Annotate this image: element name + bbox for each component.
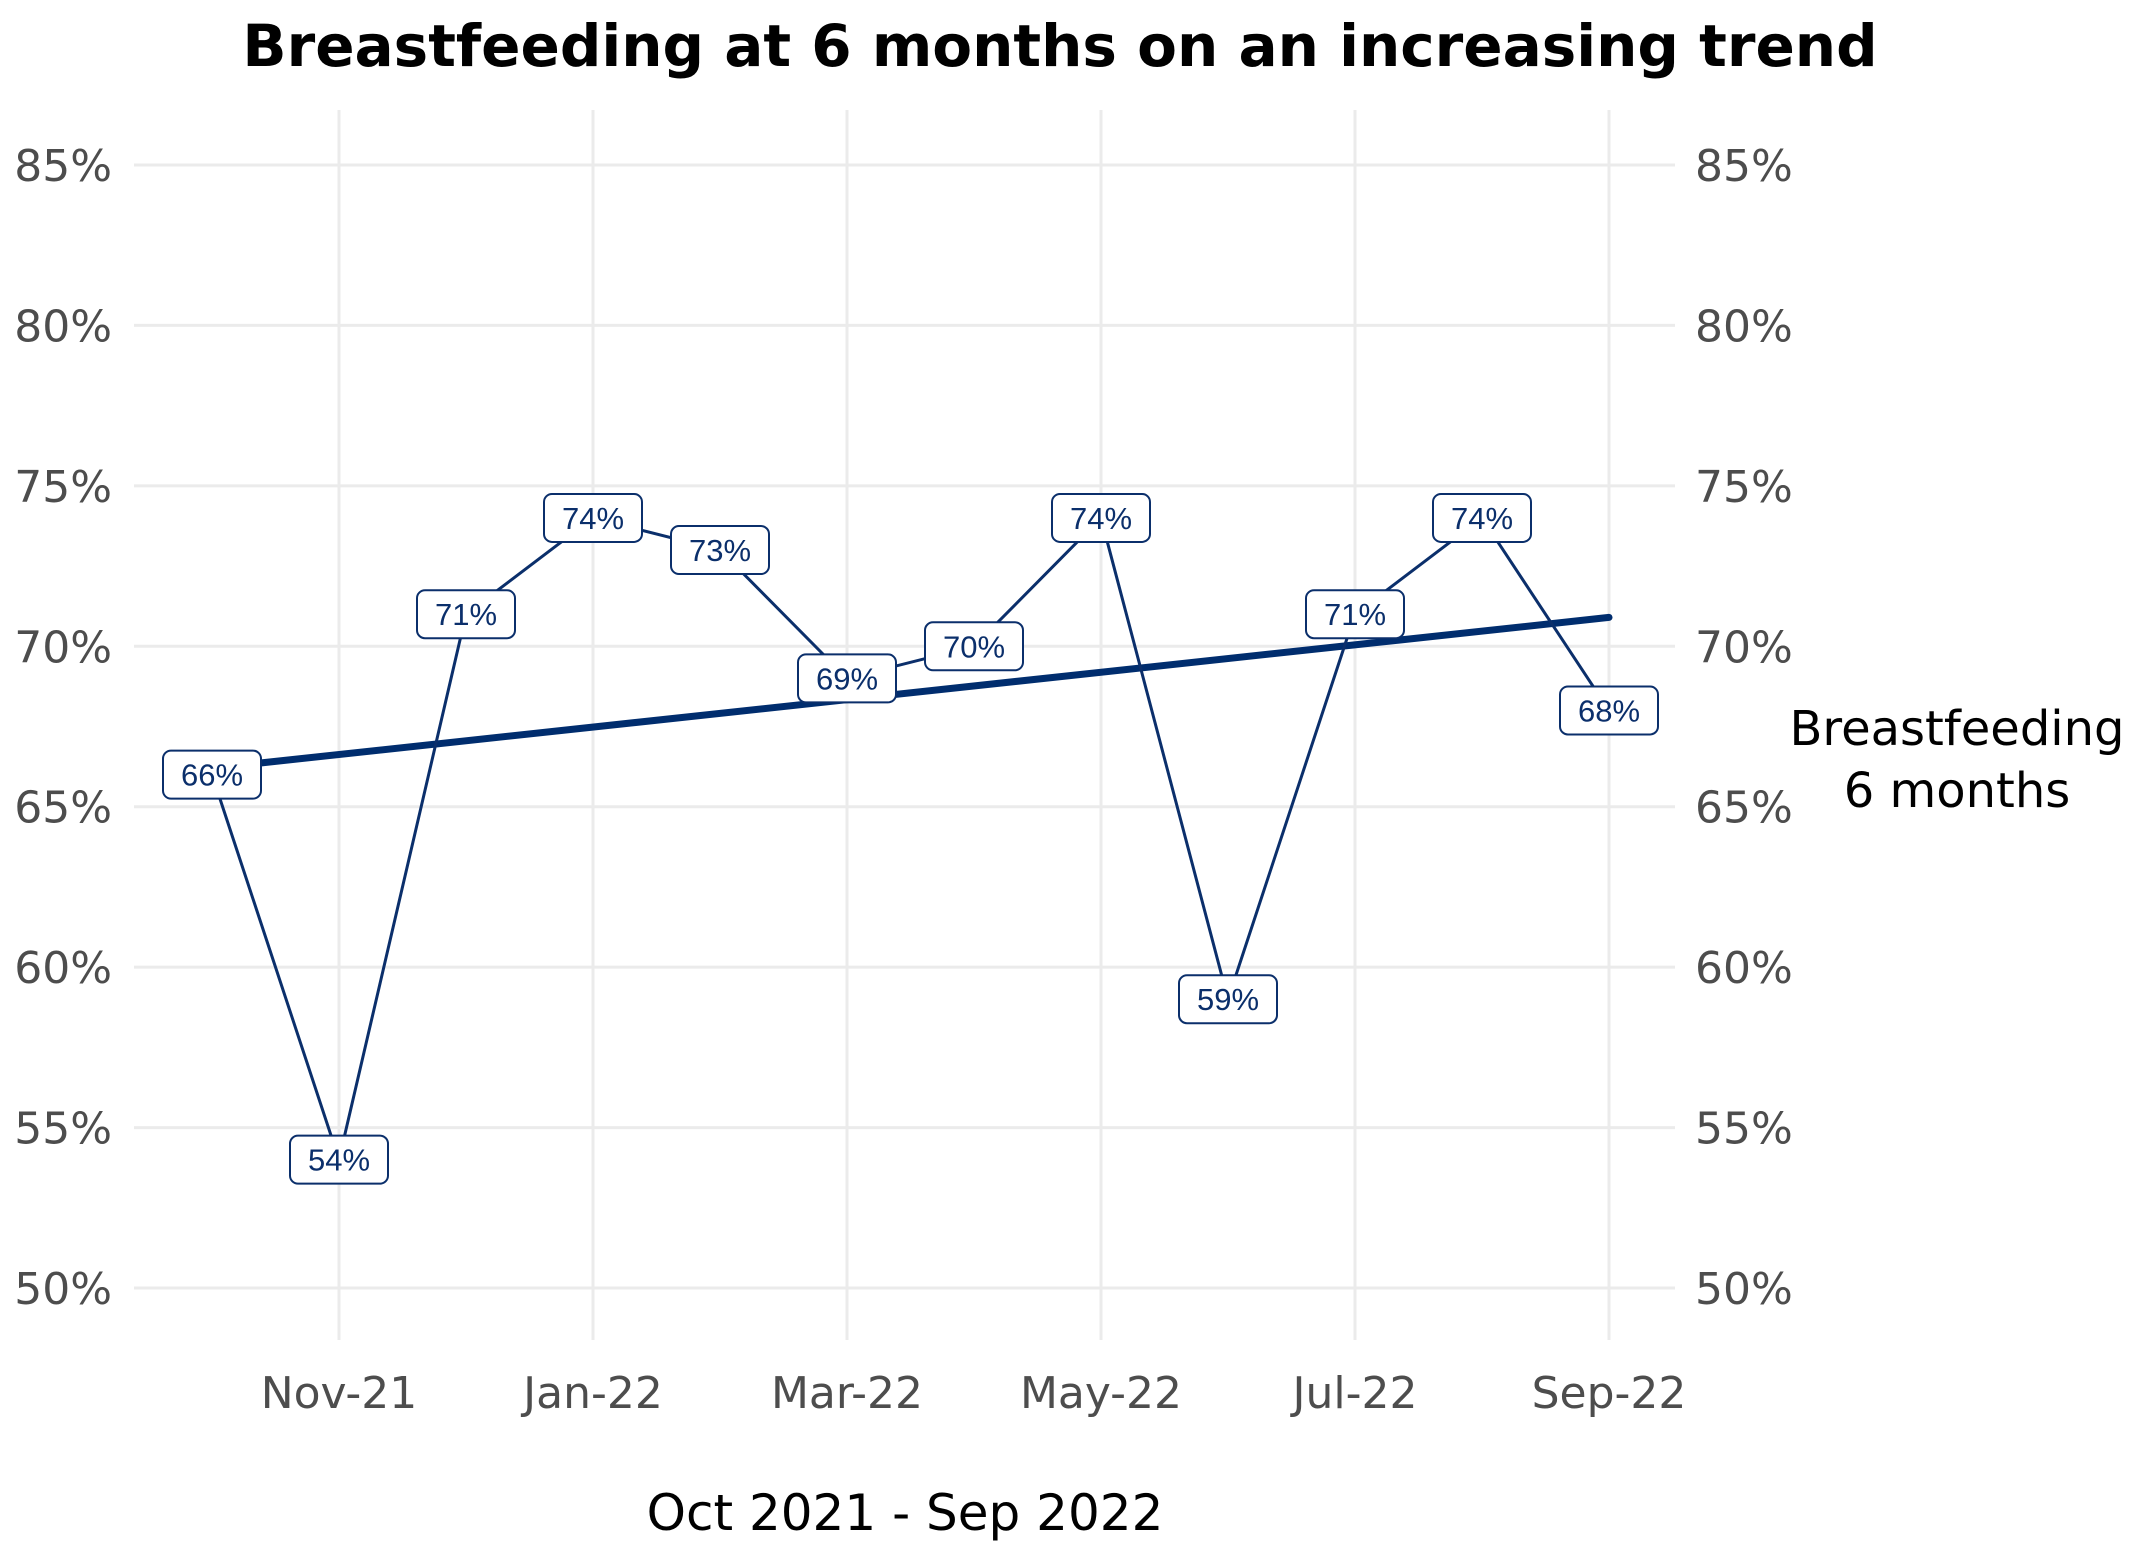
y-tick-label-right: 85% <box>1695 141 1793 192</box>
data-label-box <box>670 525 770 576</box>
data-label-text: 70% <box>943 629 1005 664</box>
series-name-line-1: Breastfeeding <box>1789 701 2124 757</box>
y-tick-label-right: 75% <box>1695 462 1793 513</box>
data-label: 71% <box>416 589 516 640</box>
data-label-text: 71% <box>1324 597 1386 632</box>
data-label: 59% <box>1178 974 1278 1025</box>
y-tick-label-left: 65% <box>14 783 112 834</box>
y-tick-label-right: 55% <box>1695 1104 1793 1155</box>
data-label-text: 74% <box>1070 501 1132 536</box>
data-label-box <box>924 621 1024 672</box>
y-tick-label-right: 65% <box>1695 783 1793 834</box>
x-tick-label: Sep-22 <box>1532 1368 1687 1419</box>
data-label: 54% <box>289 1134 389 1185</box>
y-tick-label-left: 70% <box>14 622 112 673</box>
data-label-box <box>797 653 897 704</box>
data-label: 70% <box>924 621 1024 672</box>
data-label-box <box>1051 492 1151 543</box>
y-tick-label-right: 60% <box>1695 943 1793 994</box>
chart-title: Breastfeeding at 6 months on an increasi… <box>242 12 1877 80</box>
data-label: 66% <box>162 749 262 800</box>
data-label-text: 74% <box>1451 501 1513 536</box>
trend-line <box>208 613 1613 772</box>
y-tick-label-left: 55% <box>14 1104 112 1155</box>
data-label-box <box>416 589 516 640</box>
y-tick-label-left: 85% <box>14 141 112 192</box>
x-axis-label: Oct 2021 - Sep 2022 <box>647 1484 1164 1542</box>
y-tick-label-right: 70% <box>1695 622 1793 673</box>
axis-ticks: 50% 50% 55% 55% 60% 60% 65% 65% 70% 70% 75% 75% 80% 8… <box>14 141 1793 1419</box>
data-label-box <box>1432 492 1532 543</box>
data-label-box <box>1559 685 1659 736</box>
trend-line-group <box>208 613 1613 772</box>
y-tick-label-right: 50% <box>1695 1264 1793 1315</box>
series-name-label: Breastfeeding 6 months <box>1789 701 2124 819</box>
x-tick-label: Nov-21 <box>261 1368 418 1419</box>
y-tick-label-left: 75% <box>14 462 112 513</box>
y-tick-label-left: 80% <box>14 301 112 352</box>
x-tick-label: Jan-22 <box>520 1368 663 1419</box>
data-label: 68% <box>1559 685 1659 736</box>
data-label-box <box>1178 974 1278 1025</box>
data-label: 74% <box>1432 492 1532 543</box>
data-label: 73% <box>670 525 770 576</box>
data-label-text: 66% <box>181 758 243 793</box>
y-tick-label-left: 60% <box>14 943 112 994</box>
x-tick-label: Jul-22 <box>1290 1368 1418 1419</box>
x-tick-label: Mar-22 <box>771 1368 923 1419</box>
series-name-line-2: 6 months <box>1844 763 2071 819</box>
data-label-box <box>162 749 262 800</box>
data-label-text: 54% <box>308 1143 370 1178</box>
data-label: 69% <box>797 653 897 704</box>
data-label-box <box>1305 589 1405 640</box>
data-label: 74% <box>1051 492 1151 543</box>
y-tick-label-left: 50% <box>14 1264 112 1315</box>
data-label: 71% <box>1305 589 1405 640</box>
data-label-text: 73% <box>689 533 751 568</box>
data-label-text: 69% <box>816 661 878 696</box>
data-label-text: 68% <box>1578 693 1640 728</box>
data-label: 74% <box>543 492 643 543</box>
data-label-box <box>289 1134 389 1185</box>
data-label-box <box>543 492 643 543</box>
data-label-text: 59% <box>1197 982 1259 1017</box>
data-label-text: 71% <box>435 597 497 632</box>
data-label-text: 74% <box>562 501 624 536</box>
data-labels: 66% 54% 71% 74% 73% 69% 70% 74% 59% 71% 74% 68% <box>162 492 1659 1185</box>
x-tick-label: May-22 <box>1020 1368 1182 1419</box>
y-tick-label-right: 80% <box>1695 301 1793 352</box>
